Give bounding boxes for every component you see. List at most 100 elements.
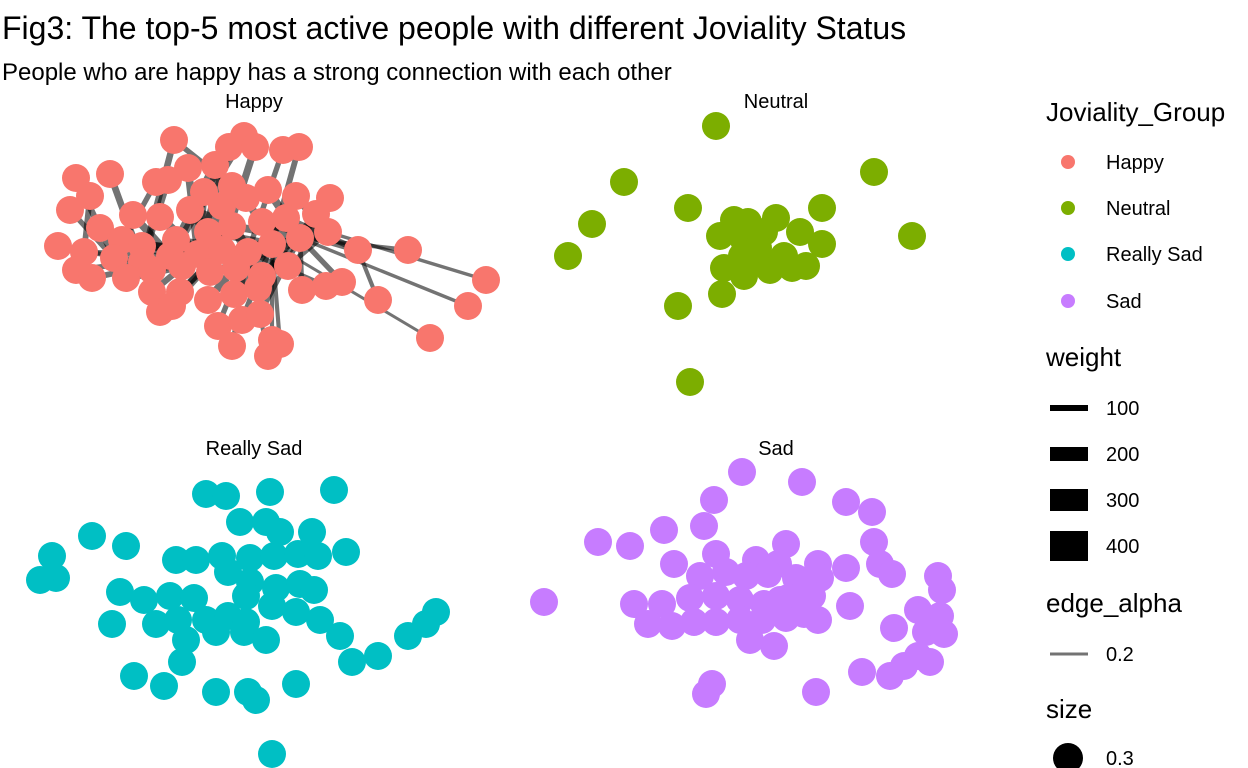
network-node-really-sad (282, 598, 310, 626)
legend-key-weight (1050, 405, 1088, 411)
network-node-sad (690, 512, 718, 540)
network-node-sad (700, 486, 728, 514)
network-node-really-sad (230, 618, 258, 646)
network-node-sad (676, 584, 704, 612)
network-node-happy (258, 230, 286, 258)
network-node-really-sad (332, 538, 360, 566)
network-node-happy (285, 133, 313, 161)
facet-panel-neutral: Neutral (554, 91, 926, 396)
facet-label-sad: Sad (758, 438, 794, 460)
network-node-neutral (610, 168, 638, 196)
network-node-sad (754, 560, 782, 588)
network-node-really-sad (236, 544, 264, 572)
network-node-happy (204, 312, 232, 340)
facet-label-neutral: Neutral (744, 91, 808, 113)
network-node-really-sad (130, 586, 158, 614)
network-node-sad (836, 592, 864, 620)
network-node-really-sad (112, 532, 140, 560)
network-node-sad (530, 588, 558, 616)
network-node-happy (472, 266, 500, 294)
network-node-really-sad (202, 678, 230, 706)
nodes-neutral (554, 112, 926, 396)
network-node-happy (201, 151, 229, 179)
network-node-really-sad (98, 610, 126, 638)
network-node-really-sad (338, 648, 366, 676)
network-node-sad (858, 498, 886, 526)
legend-size: size 0.3 (1046, 694, 1134, 768)
network-node-happy (218, 332, 246, 360)
network-node-sad (634, 610, 662, 638)
network-node-happy (160, 126, 188, 154)
network-node-really-sad (212, 482, 240, 510)
legend-title: weight (1045, 342, 1122, 372)
network-node-really-sad (78, 522, 106, 550)
network-node-really-sad (364, 642, 392, 670)
chart-title: Fig3: The top-5 most active people with … (2, 10, 907, 46)
network-node-neutral (706, 222, 734, 250)
network-node-happy (119, 201, 147, 229)
legend-key-weight (1050, 447, 1088, 461)
network-node-happy (344, 236, 372, 264)
legend-label: 100 (1106, 398, 1139, 420)
legend-label: 0.2 (1106, 644, 1134, 666)
legend-title: size (1046, 694, 1092, 724)
legend: Joviality_Group Happy Neutral Really Sad Sad… (1045, 97, 1225, 768)
network-node-sad (736, 626, 764, 654)
network-node-happy (254, 342, 282, 370)
legend-key-size (1053, 743, 1083, 768)
network-node-happy (196, 258, 224, 286)
network-node-sad (880, 614, 908, 642)
network-node-sad (904, 596, 932, 624)
network-node-happy (241, 133, 269, 161)
network-node-sad (680, 608, 708, 636)
network-node-sad (660, 550, 688, 578)
network-node-sad (702, 582, 730, 610)
network-node-neutral (702, 112, 730, 140)
legend-joviality-group: Joviality_Group Happy Neutral Really Sad Sad (1046, 97, 1225, 313)
network-node-really-sad (38, 542, 66, 570)
network-node-really-sad (252, 626, 280, 654)
network-node-sad (686, 562, 714, 590)
network-node-sad (766, 586, 794, 614)
facet-panel-really-sad: Really Sad (26, 438, 450, 768)
chart-subtitle: People who are happy has a strong connec… (2, 59, 672, 86)
network-node-really-sad (304, 542, 332, 570)
network-node-happy (218, 212, 246, 240)
network-node-happy (282, 182, 310, 210)
network-node-really-sad (320, 476, 348, 504)
network-node-really-sad (156, 582, 184, 610)
network-node-happy (394, 236, 422, 264)
network-node-happy (96, 160, 124, 188)
network-node-sad (848, 658, 876, 686)
network-node-really-sad (162, 546, 190, 574)
network-node-sad (658, 612, 686, 640)
network-node-happy (222, 254, 250, 282)
network-node-sad (916, 648, 944, 676)
network-node-really-sad (26, 566, 54, 594)
facet-panel-happy: Happy (44, 91, 500, 370)
network-node-happy (142, 168, 170, 196)
legend-label: Neutral (1106, 198, 1170, 220)
network-node-neutral (860, 158, 888, 186)
network-node-sad (790, 600, 818, 628)
network-node-happy (246, 300, 274, 328)
network-node-sad (878, 560, 906, 588)
network-node-really-sad (258, 740, 286, 768)
legend-key-neutral (1061, 201, 1075, 215)
network-node-really-sad (266, 518, 294, 546)
legend-label: 300 (1106, 490, 1139, 512)
network-node-neutral (786, 218, 814, 246)
network-node-sad (788, 468, 816, 496)
network-node-really-sad (120, 662, 148, 690)
network-node-really-sad (214, 558, 242, 586)
facet-panel-sad: Sad (530, 438, 958, 708)
network-node-sad (620, 590, 648, 618)
network-node-neutral (730, 262, 758, 290)
network-node-happy (168, 252, 196, 280)
network-node-sad (650, 516, 678, 544)
network-node-sad (760, 632, 788, 660)
legend-key-happy (1061, 155, 1075, 169)
network-node-happy (286, 224, 314, 252)
facet-label-really-sad: Really Sad (206, 438, 303, 460)
network-node-neutral (554, 242, 582, 270)
